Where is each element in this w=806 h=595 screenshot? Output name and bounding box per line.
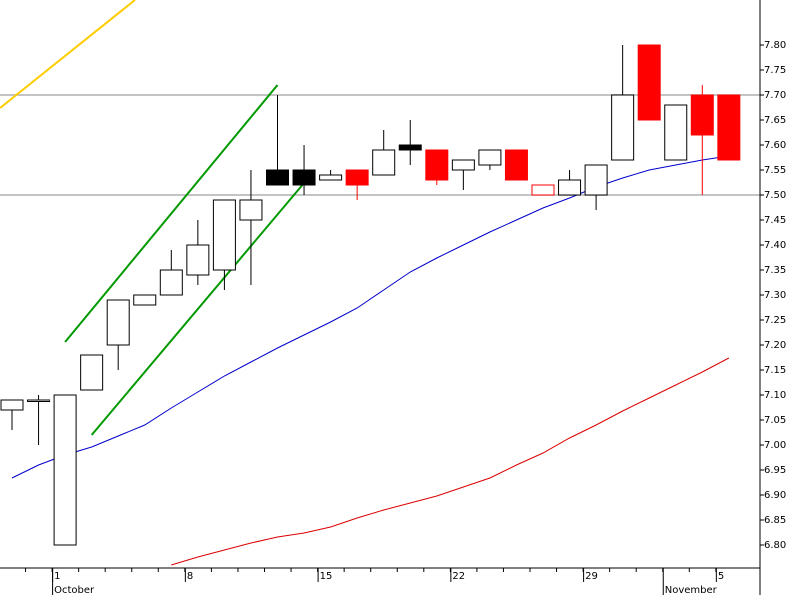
y-tick-label: 7.55 [764,165,786,176]
x-tick-label: 1 [54,571,60,582]
y-tick-label: 7.40 [764,240,786,251]
x-tick-label: 22 [452,571,465,582]
y-tick-label: 7.35 [764,265,786,276]
candle-body [212,199,236,271]
y-tick-label: 7.50 [764,190,786,201]
x-tick-label: 8 [187,571,193,582]
trend-line [64,84,279,343]
trend-line [0,0,136,109]
candle-body [0,399,24,411]
x-tick-label: 15 [320,571,333,582]
candle-body [319,174,343,181]
y-tick-label: 7.00 [764,440,786,451]
candle-body [239,199,263,221]
y-tick-label: 7.05 [764,415,786,426]
x-tick-label: 5 [718,571,724,582]
candle-body [531,184,555,196]
y-tick-label: 7.65 [764,115,786,126]
candle-body [186,244,210,276]
candle-body [53,394,77,546]
y-tick-label: 7.45 [764,215,786,226]
y-tick-label: 6.95 [764,465,786,476]
y-tick-label: 7.10 [764,390,786,401]
candle-body [558,179,582,196]
candle-body [80,354,104,391]
candle-body [451,159,475,171]
month-label: October [54,585,95,595]
y-tick-label: 6.90 [764,490,786,501]
y-tick-label: 7.80 [764,40,786,51]
y-tick-label: 7.70 [764,90,786,101]
y-tick-label: 7.60 [764,140,786,151]
candle-body [292,169,316,186]
candle-body [584,164,608,196]
candle-body [372,149,396,176]
candle-body [398,144,422,151]
x-tick-label: 29 [585,571,598,582]
candle-body [106,299,130,346]
candle-body [266,169,289,186]
candle-body [690,94,714,136]
candle-body [159,269,183,296]
candle-body [664,104,688,161]
y-tick-label: 7.25 [764,315,786,326]
trend-line [90,182,305,436]
y-tick-label: 7.20 [764,340,786,351]
candle-body [478,149,502,166]
y-tick-label: 7.30 [764,290,786,301]
moving-average-line [171,357,730,566]
y-tick-label: 6.85 [764,515,786,526]
candle-body [717,94,741,161]
month-label: November [665,585,718,595]
candle-body [637,44,661,121]
candle-body [611,94,635,161]
y-tick-label: 7.15 [764,365,786,376]
candle-body [27,399,51,402]
y-tick-label: 7.75 [764,65,786,76]
candle-body [133,294,157,306]
moving-average-line [11,155,729,479]
candle-body [345,169,369,186]
y-tick-label: 6.80 [764,540,786,551]
candle-body [425,149,449,181]
candle-body [504,149,528,181]
